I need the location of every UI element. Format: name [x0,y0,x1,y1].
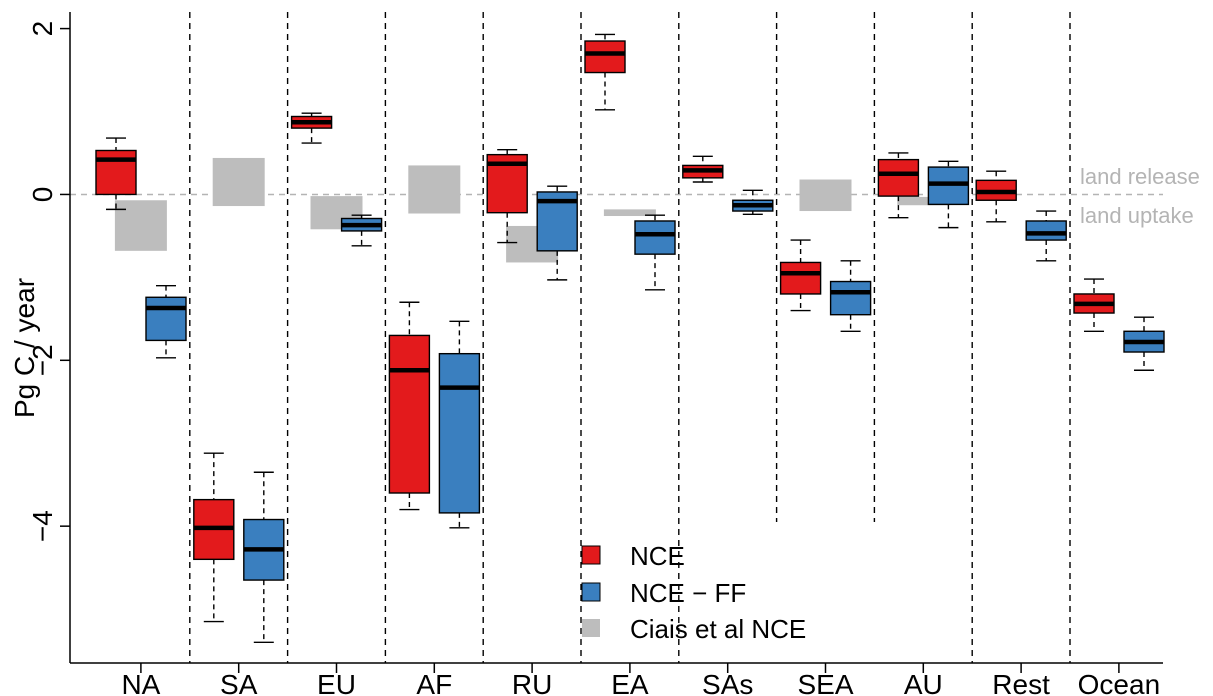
x-tick-label-eu: EU [317,669,356,696]
box-nce-sas [682,155,724,183]
legend-label-nce: NCE [630,541,685,571]
box-nce-na [95,137,137,211]
box-nce-au [877,152,920,219]
ciais-bar-au [897,196,950,206]
x-tick-label-af: AF [416,669,452,696]
box-nce-ff-ru [536,185,578,281]
y-axis: 2 0 −2 −4 [27,12,71,663]
box-body [438,352,481,514]
x-tick-label-na: NA [121,669,160,696]
box-nce-af [388,301,431,511]
annotation-land-release: land release [1080,164,1200,189]
x-tick-label-au: AU [904,669,943,696]
box-nce-ocean [1073,278,1115,332]
legend: NCE NCE − FF Ciais et al NCE [581,541,806,644]
ciais-bar-sa [212,157,265,207]
box-nce-ea [584,33,626,111]
ciais-bar-sea [799,179,852,212]
y-tick-label: 0 [27,187,58,203]
box-body [95,149,137,196]
box-body [829,280,872,316]
x-tick-label-ru: RU [512,669,552,696]
y-tick-label: 2 [27,21,58,37]
box-body [388,334,431,494]
legend-swatch-nce-ff [581,582,601,602]
box-nce-sea [779,239,822,312]
box-body [584,40,626,74]
box-nce-ff-sas [732,189,774,216]
box-nce-ff-eu [340,214,383,247]
ciais-bar-na [114,200,167,251]
legend-swatch-nce [581,545,601,565]
box-body [1025,220,1067,241]
box-body [634,220,676,255]
box-nce-ff-rest [1025,210,1067,262]
legend-swatch-ciais [582,619,600,637]
box-body [877,158,920,197]
box-nce-ff-ea [634,214,676,291]
y-tick-label: −2 [27,344,58,376]
legend-label-ciais: Ciais et al NCE [630,614,806,644]
x-tick-label-rest: Rest [992,669,1050,696]
plot-area [70,12,1165,663]
box-nce-ff-sa [243,471,285,643]
box-nce-ru [486,148,528,244]
legend-label-nce-ff: NCE − FF [630,578,746,608]
box-nce-ff-af [438,320,481,529]
box-nce-ff-na [145,284,187,359]
ciais-bar-ea [603,209,656,217]
x-tick-label-sea: SEA [797,669,853,696]
box-nce-sa [193,452,235,623]
x-axis: NA SA EU AF RU EA SAs SEA AU Rest Ocean [70,662,1163,696]
x-tick-label-sas: SAs [702,669,753,696]
box-nce-rest [975,170,1017,223]
ciais-bar-af [408,165,461,214]
x-tick-label-ea: EA [611,669,649,696]
box-nce-eu [290,112,333,144]
box-nce-ff-sea [829,260,872,332]
y-tick-label: −4 [27,510,58,542]
box-nce-ff-au [927,160,970,229]
box-body [779,261,822,295]
y-axis-title: Pg C / year [9,278,40,418]
x-tick-label-sa: SA [220,669,258,696]
x-tick-label-ocean: Ocean [1078,669,1161,696]
annotation-land-uptake: land uptake [1080,203,1194,228]
box-body [145,296,187,342]
box-nce-ff-ocean [1123,316,1165,371]
